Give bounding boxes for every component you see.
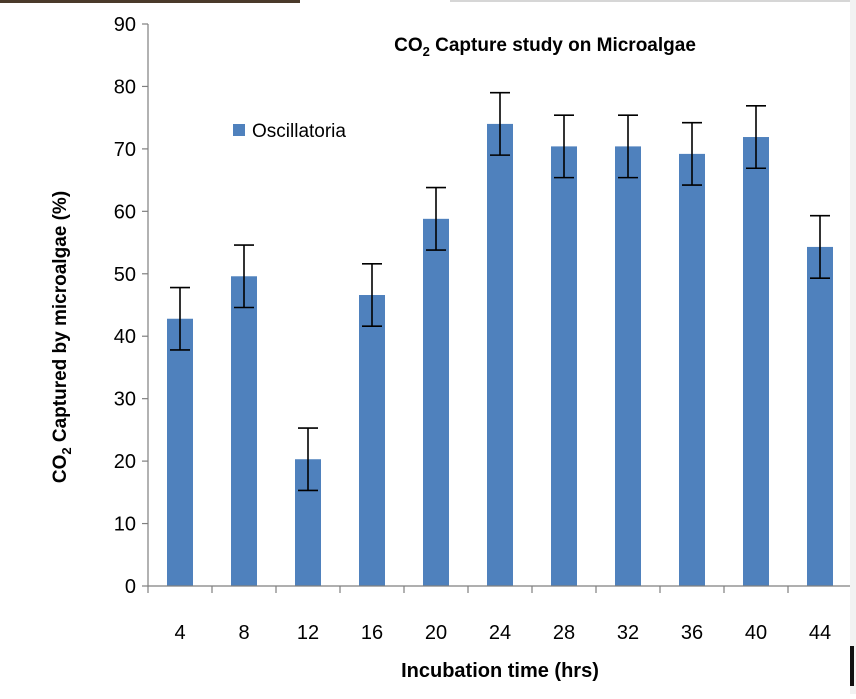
bar-28 xyxy=(551,146,577,586)
y-tick-label-0: 0 xyxy=(125,576,136,598)
y-axis-label: CO2 Captured by microalgae (%) xyxy=(50,191,74,483)
y-tick-label-40: 40 xyxy=(114,326,136,348)
bar-24 xyxy=(487,123,513,587)
tick-labels-layer: 0 10 20 30 40 50 60 70 80 90 4 8 12 16 20 24 28 32 36 40 44 xyxy=(114,14,831,644)
x-tick-label-12: 12 xyxy=(297,622,319,644)
bar-44 xyxy=(807,246,833,586)
legend: Oscillatoria xyxy=(233,121,346,142)
bar-32 xyxy=(615,146,641,586)
y-tick-label-90: 90 xyxy=(114,14,136,36)
chart-title: CO2 Capture study on Microalgae xyxy=(394,35,696,59)
x-tick-label-8: 8 xyxy=(238,622,249,644)
x-tick-label-20: 20 xyxy=(425,622,447,644)
x-tick-label-16: 16 xyxy=(361,622,383,644)
top-border-left xyxy=(0,0,300,3)
right-edge xyxy=(850,0,856,694)
x-tick-label-28: 28 xyxy=(553,622,575,644)
x-tick-label-4: 4 xyxy=(174,622,185,644)
y-tick-label-10: 10 xyxy=(114,514,136,536)
bar-36 xyxy=(679,153,705,586)
top-border-right xyxy=(450,0,856,2)
x-tick-label-36: 36 xyxy=(681,622,703,644)
x-tick-label-32: 32 xyxy=(617,622,639,644)
x-axis-label: Incubation time (hrs) xyxy=(401,660,599,682)
y-tick-label-70: 70 xyxy=(114,139,136,161)
y-tick-label-60: 60 xyxy=(114,201,136,223)
y-tick-label-30: 30 xyxy=(114,389,136,411)
bar-40 xyxy=(743,137,769,586)
axes-layer xyxy=(142,23,853,593)
y-tick-label-20: 20 xyxy=(114,451,136,473)
error-bars-layer xyxy=(170,91,830,492)
x-tick-label-44: 44 xyxy=(809,622,831,644)
legend-label: Oscillatoria xyxy=(252,121,346,142)
bar-8 xyxy=(231,276,257,586)
bar-16 xyxy=(359,295,385,586)
bar-20 xyxy=(423,218,449,586)
y-tick-label-50: 50 xyxy=(114,264,136,286)
corner-mark xyxy=(850,646,854,686)
bar-4 xyxy=(167,318,193,586)
legend-swatch xyxy=(233,124,245,136)
y-tick-label-80: 80 xyxy=(114,76,136,98)
x-tick-label-40: 40 xyxy=(745,622,767,644)
bars-layer xyxy=(167,123,833,587)
x-tick-label-24: 24 xyxy=(489,622,511,644)
